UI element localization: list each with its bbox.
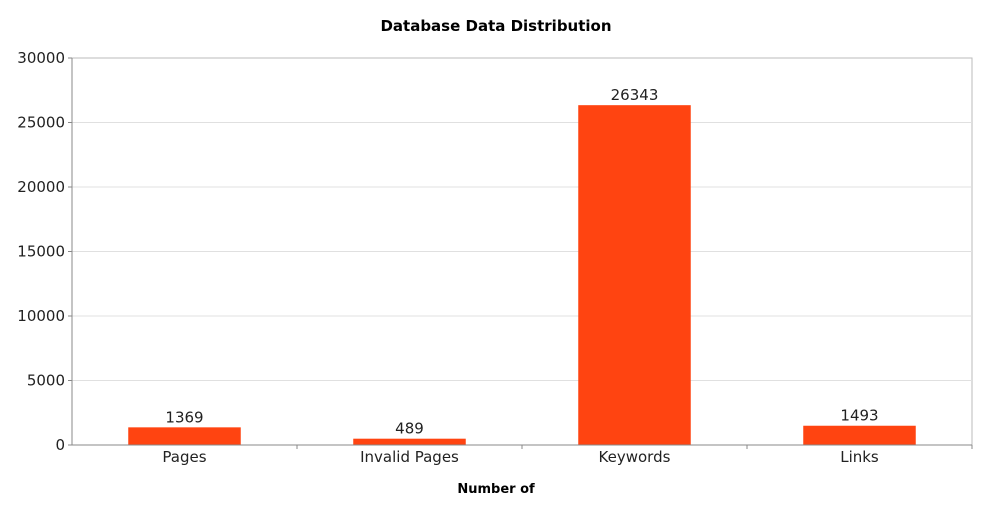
x-tick-label: Invalid Pages bbox=[360, 448, 459, 466]
y-tick-label: 25000 bbox=[17, 114, 65, 132]
bars bbox=[128, 105, 916, 446]
y-tick-label: 0 bbox=[55, 436, 65, 454]
y-tick-label: 20000 bbox=[17, 178, 65, 196]
y-tick-label: 5000 bbox=[27, 372, 65, 390]
bar-value-label: 1369 bbox=[165, 408, 203, 426]
bar-value-label: 26343 bbox=[611, 86, 659, 104]
bar-value-label: 1493 bbox=[840, 407, 878, 425]
bar-pages bbox=[128, 427, 241, 445]
bar-value-label: 489 bbox=[395, 420, 424, 438]
bar-links bbox=[803, 425, 916, 445]
data-labels: 1369 489 26343 1493 bbox=[165, 86, 878, 438]
bar-keywords bbox=[578, 105, 691, 446]
x-tick-label: Links bbox=[840, 448, 879, 466]
x-axis-ticks: Pages Invalid Pages Keywords Links bbox=[162, 445, 973, 466]
y-tick-label: 10000 bbox=[17, 307, 65, 325]
y-tick-label: 30000 bbox=[17, 49, 65, 67]
y-axis-ticks: 0 5000 10000 15000 20000 25000 30000 bbox=[17, 49, 72, 454]
x-axis-title: Number of bbox=[457, 482, 535, 497]
gridlines bbox=[72, 122, 972, 381]
chart-title: Database Data Distribution bbox=[380, 17, 611, 35]
x-tick-label: Pages bbox=[162, 448, 206, 466]
bar-invalid-pages bbox=[353, 438, 466, 445]
x-tick-label: Keywords bbox=[599, 448, 671, 466]
y-tick-label: 15000 bbox=[17, 243, 65, 261]
